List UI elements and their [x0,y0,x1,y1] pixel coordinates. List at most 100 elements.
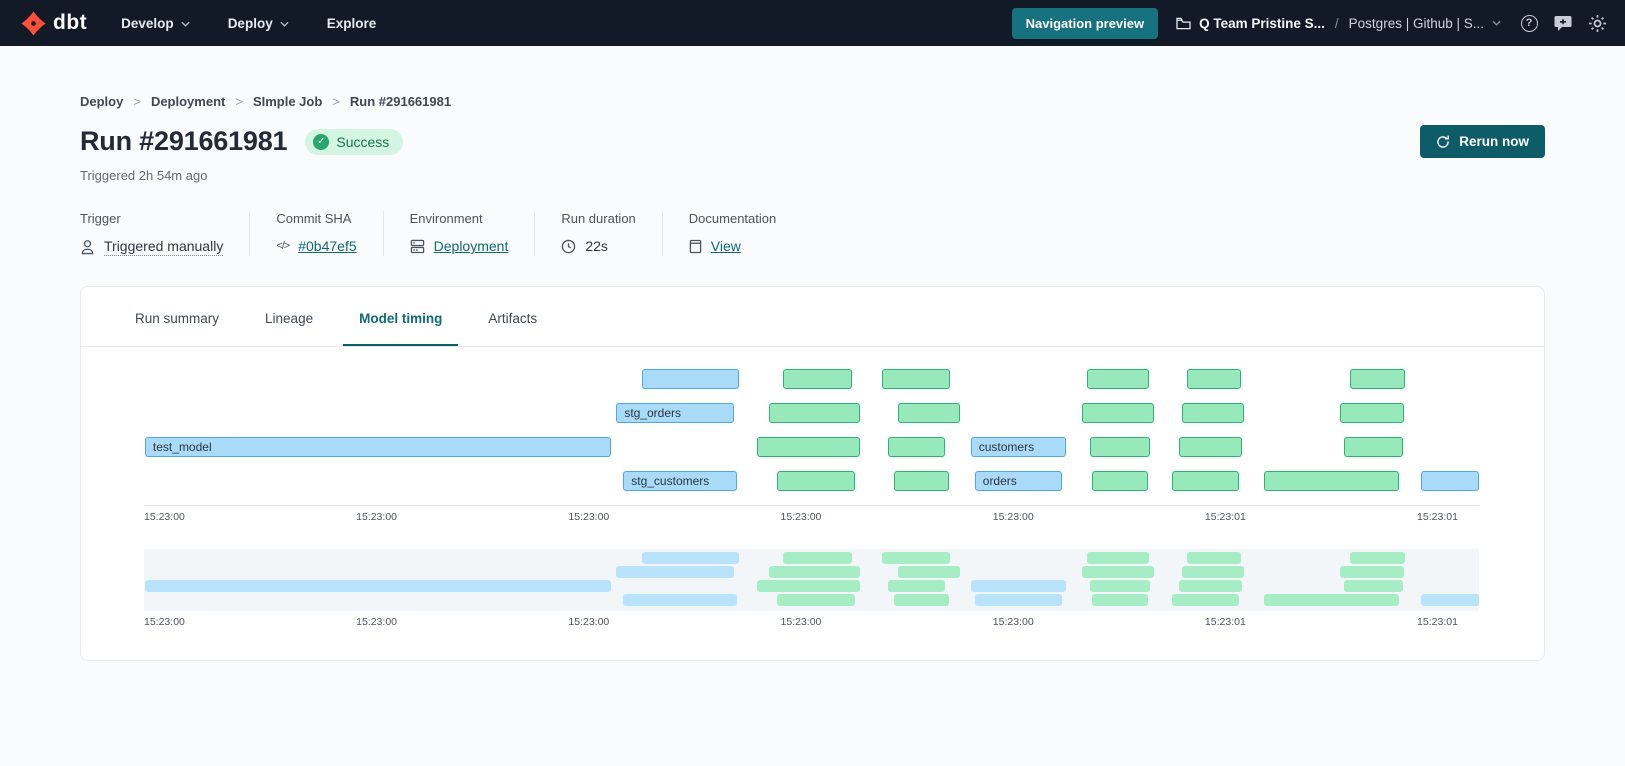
gantt-bar-test_model[interactable]: test_model [144,437,612,457]
gantt-bar[interactable] [893,471,949,491]
minimap-axis-labels: 15:23:00 15:23:00 15:23:00 15:23:00 15:23:00… [144,616,1479,634]
nav-item-deploy[interactable]: Deploy [228,16,289,31]
commit-sha-link[interactable]: #0b47ef5 [298,238,357,254]
gantt-axis-line [144,505,1479,506]
tab-artifacts[interactable]: Artifacts [488,311,538,326]
gantt-bar-customers[interactable]: customers [970,437,1066,457]
minimap-row [144,580,1479,592]
settings-gear-icon[interactable] [1587,13,1607,33]
gantt-bar[interactable] [897,403,960,423]
minimap-bar [1081,566,1154,578]
gantt-axis-labels: 15:23:00 15:23:00 15:23:00 15:23:00 15:23:00… [144,511,1479,529]
meta-label: Trigger [80,211,121,226]
folder-icon [1176,17,1191,29]
gantt-bar[interactable] [1182,403,1245,423]
environment-link[interactable]: Deployment [433,238,509,254]
triggered-ago-text: Triggered 2h 54m ago [80,168,208,183]
breadcrumb-run: Run #291661981 [349,94,452,109]
dbt-logo[interactable]: dbt [20,10,87,37]
gantt-bar[interactable] [1350,369,1406,389]
minimap-bar-customers [970,580,1066,592]
gantt-bar[interactable] [1081,403,1154,423]
code-icon: </> [276,240,290,252]
gantt-bar-stg_customers[interactable]: stg_customers [623,471,738,491]
breadcrumb-deploy[interactable]: Deploy [80,94,124,109]
minimap-bar [893,594,949,606]
gantt-bar[interactable] [1179,437,1243,457]
database-icon [410,239,425,254]
axis-tick-label: 15:23:00 [992,511,1034,523]
minimap-bar-orders [974,594,1062,606]
environment-name: Postgres | Github | S... [1348,15,1484,31]
minimap-bar [1344,580,1404,592]
axis-tick-label: 15:23:00 [568,511,610,523]
nav-item-label: Develop [121,15,174,31]
dbt-logo-icon [21,10,46,36]
account-separator: / [1334,15,1339,31]
axis-tick-label: 15:23:00 [144,511,185,523]
gantt-bar[interactable] [783,369,852,389]
minimap-bar [897,566,960,578]
breadcrumb-separator: > [235,94,243,109]
axis-tick-label: 15:23:00 [568,616,610,628]
tab-lineage[interactable]: Lineage [265,311,314,326]
gantt-bar-stg_orders[interactable]: stg_orders [616,403,735,423]
tab-model-timing[interactable]: Model timing [343,287,459,346]
breadcrumb: Deploy > Deployment > SImple Job > Run #… [80,94,1545,109]
clock-icon [561,239,576,254]
gantt-bar[interactable] [1340,403,1405,423]
axis-tick-label: 15:23:01 [1417,616,1458,628]
feedback-icon[interactable] [1553,13,1573,33]
success-check-icon: ✓ [313,133,330,150]
axis-tick-label: 15:23:01 [1204,511,1246,523]
axis-tick-label: 15:23:00 [992,616,1034,628]
account-switcher[interactable]: Q Team Pristine S... / Postgres | Github… [1176,16,1501,31]
breadcrumb-job[interactable]: SImple Job [252,94,323,109]
breadcrumb-deployment[interactable]: Deployment [150,94,226,109]
gantt-bar[interactable] [777,471,855,491]
gantt-bar[interactable] [1344,437,1404,457]
nav-item-develop[interactable]: Develop [121,16,190,31]
trigger-value[interactable]: Triggered manually [104,238,224,256]
gantt-bar[interactable] [769,403,860,423]
rerun-now-button[interactable]: Rerun now [1420,125,1545,158]
doc-icon [689,239,702,254]
run-meta-row: Trigger Triggered manually Commit SHA </… [80,211,1545,256]
nav-item-label: Explore [326,15,377,31]
gantt-bar[interactable] [1089,437,1150,457]
run-detail-card: Run summary Lineage Model timing Artifac… [80,286,1545,661]
meta-documentation: Documentation View [663,211,802,256]
minimap-row [144,594,1479,606]
gantt-bar[interactable] [757,437,860,457]
gantt-bar[interactable] [887,437,945,457]
run-duration-value: 22s [585,238,608,254]
gantt-bar[interactable] [1172,471,1240,491]
minimap-bar-stg_orders [616,566,735,578]
gantt-minimap-brush-area[interactable] [144,549,1479,611]
minimap-bar [1186,552,1242,564]
gantt-bar[interactable] [642,369,740,389]
minimap-bar [1182,566,1245,578]
documentation-view-link[interactable]: View [710,238,741,254]
minimap-bar [777,594,855,606]
gantt-bar[interactable] [1264,471,1400,491]
help-icon[interactable]: ? [1519,13,1539,33]
axis-tick-label: 15:23:00 [780,511,822,523]
status-badge: ✓ Success [305,128,404,155]
gantt-bar[interactable] [1421,471,1479,491]
gantt-bar[interactable] [1086,369,1149,389]
gantt-bar[interactable] [1186,369,1242,389]
minimap-bar [881,552,950,564]
chevron-down-icon [1492,20,1501,26]
tab-run-summary[interactable]: Run summary [135,311,220,326]
gantt-row: stg_orders [144,403,1479,423]
gantt-bar[interactable] [881,369,950,389]
navigation-preview-button[interactable]: Navigation preview [1011,7,1159,39]
gantt-bar[interactable] [1091,471,1148,491]
gantt-rows: stg_orders test_model customers stg_custome… [144,369,1479,491]
meta-environment: Environment Deployment [384,211,536,256]
nav-item-explore[interactable]: Explore [327,16,377,31]
status-text: Success [336,133,390,150]
gantt-bar-orders[interactable]: orders [974,471,1062,491]
minimap-bar-test_model [144,580,612,592]
